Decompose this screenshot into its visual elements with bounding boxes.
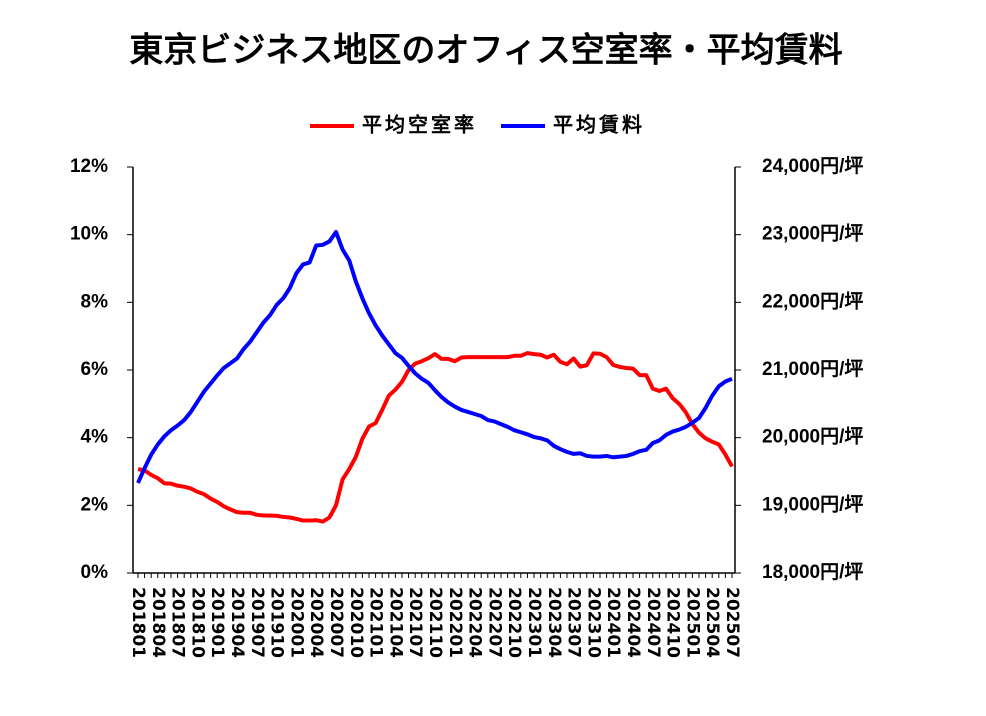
y2-tick-label: 18,000円/坪 xyxy=(762,561,863,583)
y-tick-label: 0% xyxy=(81,562,109,583)
x-tick-label: 201807 xyxy=(168,587,188,658)
x-tick-label: 201904 xyxy=(227,587,247,658)
x-tick-label: 202407 xyxy=(643,587,663,658)
x-tick-label: 202004 xyxy=(306,587,326,658)
x-tick-label: 202204 xyxy=(465,587,485,658)
y-tick-label: 4% xyxy=(81,427,109,448)
y2-tick-label: 22,000円/坪 xyxy=(762,290,863,312)
x-tick-label: 202210 xyxy=(504,587,524,658)
y-tick-label: 2% xyxy=(81,494,109,515)
chart-title: 東京ビジネス地区のオフィス空室率・平均賃料 xyxy=(129,31,842,71)
x-tick-label: 202304 xyxy=(544,587,564,658)
y-tick-label: 8% xyxy=(81,291,109,312)
x-tick-label: 201810 xyxy=(187,587,207,658)
y2-tick-label: 24,000円/坪 xyxy=(762,155,863,177)
x-tick-label: 202501 xyxy=(682,587,702,658)
y2-tick-label: 20,000円/坪 xyxy=(762,426,863,448)
x-tick-label: 202401 xyxy=(603,587,623,658)
x-tick-label: 202507 xyxy=(722,587,742,658)
x-tick-label: 202007 xyxy=(326,587,346,658)
legend-label: 平均賃料 xyxy=(553,113,645,137)
x-tick-label: 201901 xyxy=(207,587,227,658)
x-tick-label: 202404 xyxy=(623,587,643,658)
x-tick-label: 202207 xyxy=(484,587,504,658)
y-tick-label: 6% xyxy=(81,359,109,380)
legend-label: 平均空室率 xyxy=(362,113,477,137)
x-tick-label: 202504 xyxy=(702,587,722,658)
x-tick-label: 201804 xyxy=(148,587,168,658)
x-tick-label: 202001 xyxy=(286,587,306,658)
x-tick-label: 202110 xyxy=(425,587,445,658)
x-tick-label: 201801 xyxy=(128,587,148,658)
x-tick-label: 202104 xyxy=(385,587,405,658)
x-tick-label: 202307 xyxy=(564,587,584,658)
y-tick-label: 12% xyxy=(70,156,108,177)
x-tick-label: 202310 xyxy=(583,587,603,658)
x-tick-label: 202410 xyxy=(663,587,683,658)
y2-tick-label: 19,000円/坪 xyxy=(762,493,863,515)
series-line xyxy=(137,351,734,524)
x-tick-label: 202201 xyxy=(445,587,465,658)
x-tick-label: 202010 xyxy=(346,587,366,658)
y2-tick-label: 23,000円/坪 xyxy=(762,223,863,245)
x-tick-label: 201907 xyxy=(247,587,267,658)
x-tick-label: 202107 xyxy=(405,587,425,658)
x-tick-label: 202101 xyxy=(366,587,386,658)
y-tick-label: 10% xyxy=(70,224,108,245)
series-line xyxy=(136,229,733,484)
x-tick-label: 201910 xyxy=(267,587,287,658)
x-tick-label: 202301 xyxy=(524,587,544,658)
y2-tick-label: 21,000円/坪 xyxy=(762,358,863,380)
